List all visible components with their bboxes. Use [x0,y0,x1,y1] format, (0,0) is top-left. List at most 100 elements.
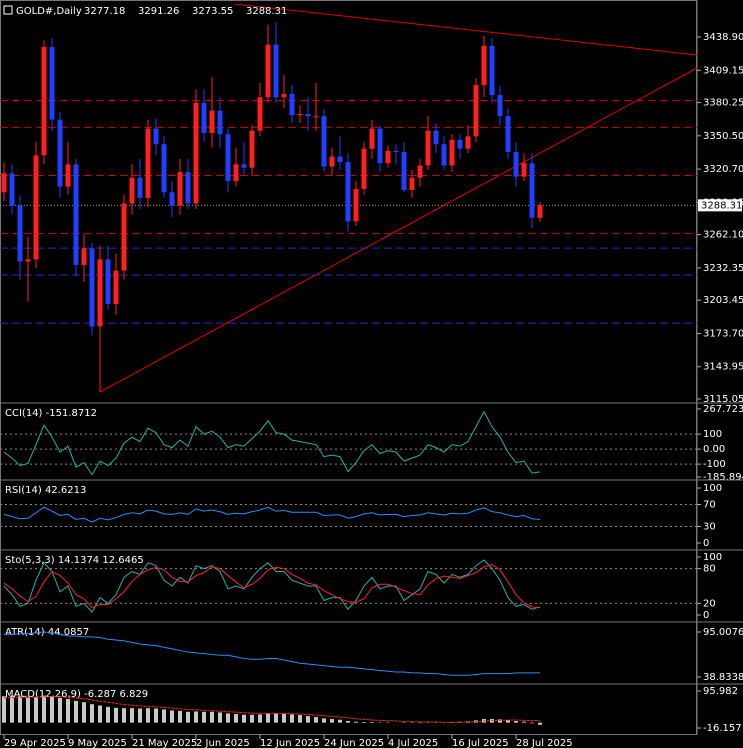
candle-body [329,156,335,167]
candle-body [121,203,127,271]
candle-body [345,162,351,222]
histogram-bar [274,713,278,723]
candle-body [241,164,247,168]
open-value: 3277.18 [84,6,125,17]
histogram-bar [18,696,22,723]
histogram-bar [314,717,318,723]
y-tick-label: 38.8338 [703,672,743,683]
chart-title: GOLD#,Daily [16,6,82,17]
candle-body [49,46,55,120]
price-tag-bg [698,199,742,212]
indicator-line [4,631,541,676]
y-tick-label: 100 [703,429,722,440]
candle-body [361,148,367,189]
histogram-bar [58,697,62,723]
indicator-title: CCI(14) -151.8712 [5,408,97,419]
histogram-bar [106,706,110,723]
high-value: 3291.26 [138,6,179,17]
histogram-bar [506,720,510,723]
histogram-bar [202,711,206,723]
trend-line [99,67,698,393]
candle-body [249,130,255,168]
y-tick-label: 3320.70 [703,164,743,175]
candle-body [81,248,87,265]
candle-body [289,93,295,116]
histogram-bar [226,713,230,723]
histogram-bar [282,713,286,723]
y-tick-label: 0.00 [703,444,725,455]
indicator-title: MACD(12,26,9) -6.287 6.829 [5,689,148,700]
histogram-bar [50,696,54,723]
candle-body [489,45,495,96]
histogram-bar [122,708,126,723]
candle-body [193,102,199,204]
histogram-bar [90,704,94,723]
x-tick-label: 16 Jul 2025 [452,738,509,748]
candle-body [377,128,383,164]
y-tick-label: 3115.05 [703,394,743,405]
candle-body [41,46,47,156]
candle-body [441,144,447,166]
y-tick-label: 3143.95 [703,362,743,373]
y-tick-label: 3262.10 [703,230,743,241]
x-tick-label: 28 Jul 2025 [516,738,573,748]
candle-body [401,152,407,191]
candle-body [33,155,39,260]
candle-body [73,164,79,265]
plot: 3438.903409.153380.253350.503320.703290.… [0,22,743,748]
candle-body [281,93,287,98]
candle-body [233,164,239,182]
histogram-bar [178,710,182,723]
candle-body [529,163,535,218]
candle-body [145,128,151,198]
candle-body [25,259,31,262]
y-tick-label: 267.7233 [703,404,743,415]
close-value: 3288.31 [246,6,287,17]
histogram-bar [66,698,70,723]
candle-body [257,97,263,131]
y-tick-label: -16.157 [703,723,742,734]
histogram-bar [362,722,366,723]
candle-body [201,102,207,134]
indicator-title: RSI(14) 42.6213 [5,485,86,496]
histogram-bar [530,722,534,724]
x-tick-label: 24 Jun 2025 [324,738,384,748]
y-tick-label: 3350.50 [703,131,743,142]
histogram-bar [10,695,14,723]
histogram-bar [354,721,358,723]
x-tick-label: 2 Jun 2025 [196,738,250,748]
x-tick-label: 21 May 2025 [132,738,197,748]
candle-body [537,205,543,218]
histogram-bar [98,705,102,723]
histogram-bar [290,714,294,723]
candle-body [521,163,527,177]
candle-body [129,177,135,204]
candle-body [337,156,343,163]
histogram-bar [162,709,166,723]
candle-body [97,259,103,327]
x-tick-label: 4 Jul 2025 [388,738,438,748]
candle-body [465,136,471,149]
candle-body [9,173,15,206]
candle-body [433,130,439,145]
candle-body [473,84,479,137]
candle-body [497,95,503,117]
histogram-bar [42,695,46,723]
candle-body [89,248,95,327]
histogram-bar [266,713,270,723]
x-tick-label: 12 Jun 2025 [260,738,320,748]
y-tick-label: 3438.90 [703,32,743,43]
histogram-bar [306,716,310,723]
histogram-bar [298,715,302,723]
candle-body [209,110,215,134]
histogram-bar [26,697,30,723]
histogram-bar [218,712,222,723]
candle-body [137,177,143,198]
y-tick-label: 70 [703,500,716,511]
candle-body [385,150,391,164]
y-tick-label: -185.8945 [703,472,743,483]
candle-body [105,259,111,305]
histogram-bar [338,719,342,723]
indicator-title: Sto(5,3,3) 14.1374 12.6465 [5,555,144,566]
